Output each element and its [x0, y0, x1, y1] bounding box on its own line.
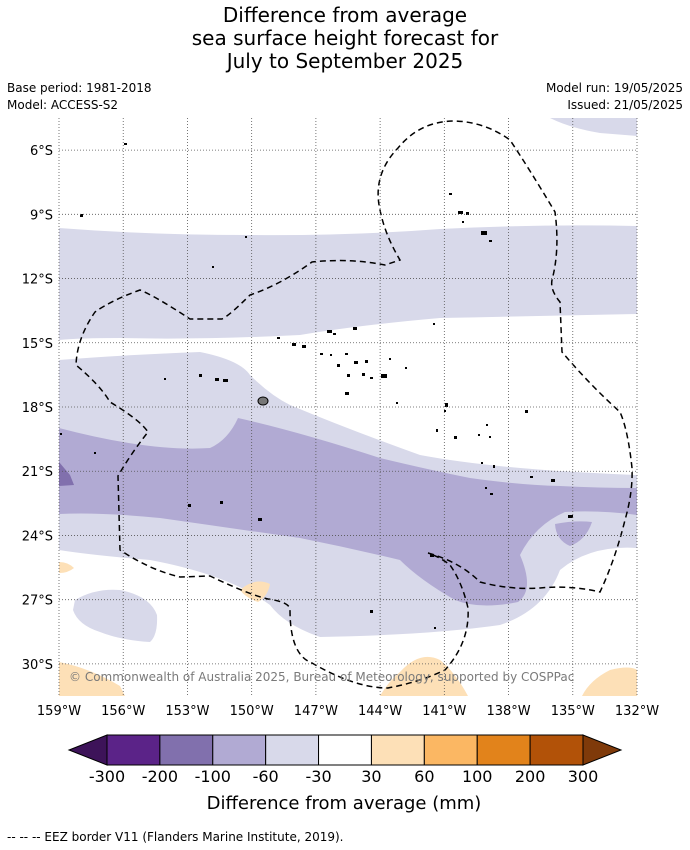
anomaly-field — [59, 118, 637, 696]
issued-label: Issued: 21/05/2025 — [567, 98, 683, 112]
anomaly-patch-neg30-sw — [73, 589, 158, 642]
colorbar-bin — [318, 734, 372, 766]
lat-tick-label: 18°S — [22, 401, 53, 416]
colorbar-tick-label: 30 — [361, 767, 381, 786]
latitude-labels: 6°S 9°S 12°S 15°S 18°S 21°S 24°S 27°S 30°S — [22, 144, 53, 673]
anomaly-patch-neg60-east — [555, 521, 592, 546]
base-period-label: Base period: 1981-2018 — [7, 81, 152, 95]
lat-tick-label: 6°S — [30, 144, 53, 159]
map-title: Difference from average sea surface heig… — [0, 4, 690, 73]
colorbar-tick-label: -300 — [89, 767, 125, 786]
colorbar-tick-labels: -300 -200 -100 -60 -30 30 60 100 200 300 — [89, 767, 598, 786]
colorbar-extend-low — [67, 734, 108, 766]
lon-tick-label: 153°W — [165, 704, 209, 719]
colorbar-tick-label: 300 — [568, 767, 599, 786]
anomaly-band-neg30-north — [59, 225, 637, 340]
colorbar-label: Difference from average (mm) — [207, 793, 482, 814]
longitude-labels: 159°W 156°W 153°W 150°W 147°W 144°W 141°W 138°W… — [37, 704, 659, 719]
title-line-3: July to September 2025 — [226, 49, 464, 73]
model-run-label: Model run: 19/05/2025 — [545, 81, 683, 95]
lat-tick-label: 24°S — [22, 529, 53, 544]
meta-left: Base period: 1981-2018 Model: ACCESS-S2 — [7, 80, 152, 114]
meta-right: Model run: 19/05/2025 Issued: 21/05/2025 — [546, 80, 683, 114]
lon-tick-label: 132°W — [615, 704, 659, 719]
colorbar-bin — [476, 734, 531, 766]
lat-tick-label: 12°S — [22, 273, 53, 288]
copyright-text: © Commonwealth of Australia 2025, Bureau… — [69, 670, 574, 684]
lat-tick-label: 9°S — [30, 208, 53, 223]
lon-tick-label: 159°W — [37, 704, 81, 719]
lon-tick-label: 141°W — [422, 704, 466, 719]
lat-tick-label: 21°S — [22, 465, 53, 480]
lon-tick-label: 144°W — [358, 704, 402, 719]
lat-tick-label: 15°S — [22, 337, 53, 352]
anomaly-patch-pos30-1 — [240, 581, 270, 602]
lon-tick-label: 150°W — [230, 704, 274, 719]
title-line-2: sea surface height forecast for — [191, 26, 499, 50]
colorbar-bin — [423, 734, 478, 766]
lon-tick-label: 156°W — [101, 704, 145, 719]
lon-tick-label: 147°W — [294, 704, 338, 719]
lat-tick-label: 30°S — [22, 658, 53, 673]
anomaly-band-neg60 — [59, 418, 637, 606]
anomaly-patch-neg100-west — [59, 462, 74, 486]
lon-tick-label: 135°W — [551, 704, 595, 719]
colorbar-extend-high — [582, 734, 623, 766]
anomaly-patch-pos30-2 — [59, 562, 74, 573]
colorbar-bin — [106, 734, 161, 766]
colorbar-tick-label: -60 — [253, 767, 279, 786]
lon-tick-label: 138°W — [486, 704, 530, 719]
colorbar-tick-label: -100 — [195, 767, 231, 786]
colorbar — [67, 734, 623, 766]
model-label: Model: ACCESS-S2 — [7, 98, 119, 112]
colorbar-tick-label: 200 — [515, 767, 546, 786]
anomaly-patch-pos30-5 — [582, 667, 637, 696]
anomaly-patch-pos30-3 — [59, 662, 125, 696]
anomaly-patch-pos30-4 — [380, 656, 468, 696]
colorbar-tick-label: -30 — [305, 767, 331, 786]
colorbar-bin — [159, 734, 214, 766]
colorbar-tick-label: -200 — [142, 767, 178, 786]
colorbar-bin — [529, 734, 584, 766]
colorbar-tick-label: 100 — [462, 767, 493, 786]
lat-tick-label: 27°S — [22, 594, 53, 609]
islands — [60, 143, 573, 629]
title-line-1: Difference from average — [222, 3, 468, 27]
colorbar-bin — [370, 734, 425, 766]
eez-legend-text: -- -- -- EEZ border V11 (Flanders Marine… — [7, 830, 344, 844]
gridlines — [58, 118, 638, 696]
colorbar-bin — [212, 734, 267, 766]
colorbar-tick-label: 60 — [414, 767, 434, 786]
anomaly-band-neg30-topright — [550, 118, 637, 136]
colorbar-bin — [265, 734, 320, 766]
